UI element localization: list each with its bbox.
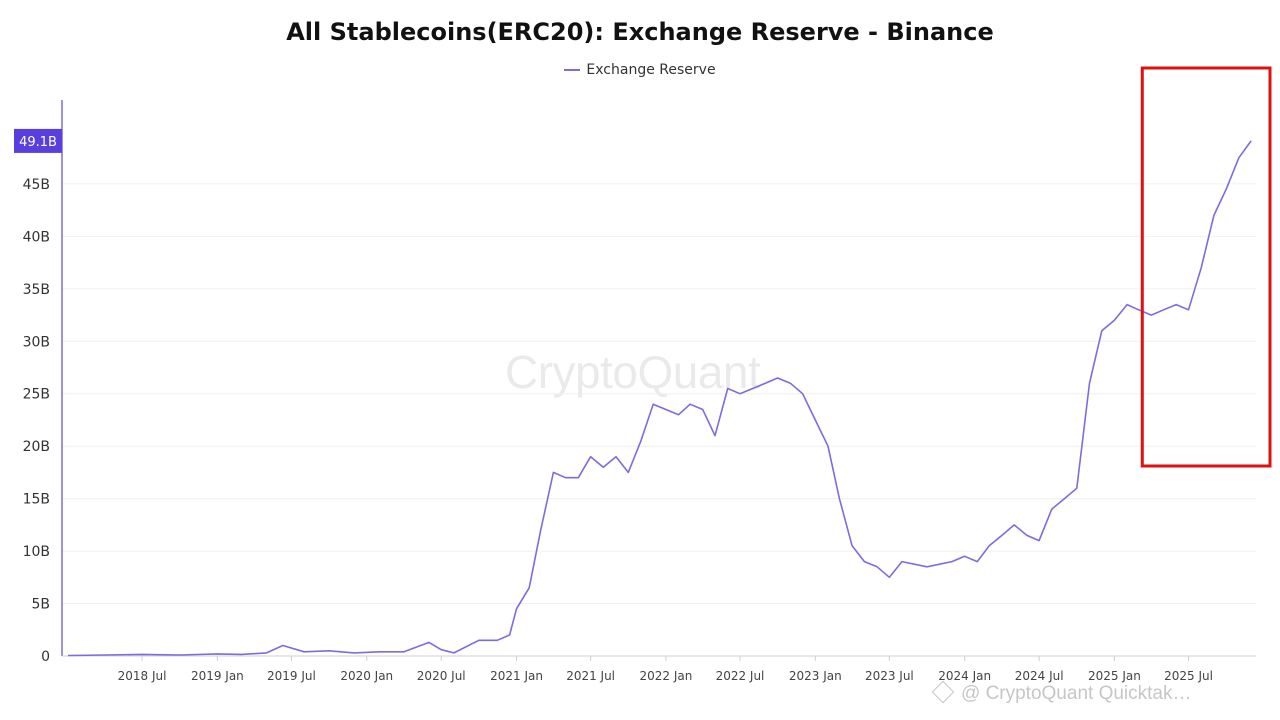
x-tick-label: 2024 Jul [1015,669,1064,683]
y-tick-label: 10B [23,544,50,560]
x-tick-label: 2023 Jul [865,669,914,683]
y-tick-label: 30B [23,334,50,350]
series-line-exchange-reserve [67,140,1252,657]
x-tick-label: 2025 Jan [1088,669,1141,683]
y-tick-label: 25B [23,387,50,403]
highlight-box [1140,66,1272,468]
x-tick-label: 2021 Jul [566,669,615,683]
watermark-footer: @ CryptoQuant Quicktak… [931,680,1192,705]
x-tick-label: 2020 Jul [417,669,466,683]
x-tick-label: 2022 Jan [639,669,692,683]
chart-title: All Stablecoins(ERC20): Exchange Reserve… [286,18,994,46]
y-tick-label: 15B [23,492,50,508]
x-tick-label: 2025 Jul [1164,669,1213,683]
watermark-logo: CryptoQuant [505,346,761,398]
y-tick-label: 20B [23,439,50,455]
x-tick-label: 2019 Jul [267,669,316,683]
legend-label: Exchange Reserve [586,62,716,78]
x-tick-label: 2024 Jan [938,669,991,683]
platform-logo-icon [931,680,955,704]
last-value-label: 49.1B [19,135,57,150]
x-tick-label: 2023 Jan [789,669,842,683]
x-tick-label: 2022 Jul [716,669,765,683]
watermark-footer-text: @ CryptoQuant Quicktak… [961,683,1192,704]
x-tick-label: 2018 Jul [118,669,167,683]
last-value-badge [14,128,62,153]
y-tick-label: 45B [23,177,50,193]
y-tick-label: 5B [31,597,50,613]
y-tick-label: 40B [23,229,50,245]
x-tick-label: 2020 Jan [340,669,393,683]
x-tick-label: 2019 Jan [191,669,244,683]
y-tick-label: 35B [23,282,50,298]
x-tick-label: 2021 Jan [490,669,543,683]
legend[interactable]: Exchange Reserve [0,62,1280,78]
legend-swatch [564,69,581,71]
y-tick-label: 0 [41,649,50,665]
